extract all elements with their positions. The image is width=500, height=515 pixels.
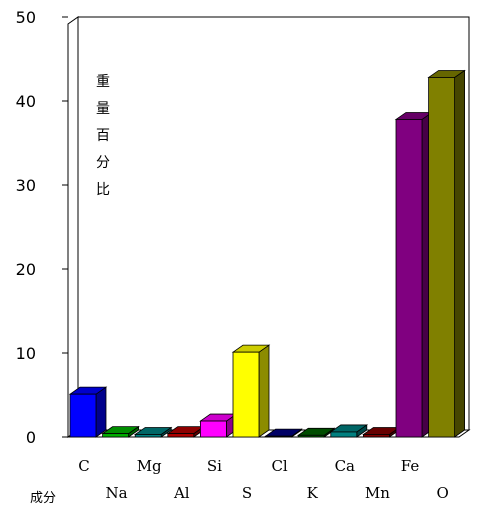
y-tick-label: 10	[16, 344, 36, 363]
x-tick-label-Mn: Mn	[365, 484, 390, 502]
x-tick-label-Ca: Ca	[335, 457, 355, 475]
x-tick-label-Fe: Fe	[401, 457, 420, 475]
x-axis-ticks: C Na Mg Al Si S Cl K Ca Mn Fe O	[78, 457, 448, 502]
y-axis-ticks: 0 10 20 30 40 50	[16, 8, 68, 447]
y-tick-label: 50	[16, 8, 36, 27]
bar-Na	[101, 425, 140, 438]
y-tick-label: 20	[16, 260, 36, 279]
x-tick-label-Al: Al	[173, 484, 190, 502]
bar-Ca	[329, 424, 369, 438]
y-tick-label: 30	[16, 176, 36, 195]
bar-Cl	[264, 428, 303, 438]
left-wall	[67, 16, 79, 438]
y-axis-label: 重量百分比	[96, 74, 110, 198]
bar-S	[231, 344, 271, 438]
bars	[68, 69, 466, 438]
x-tick-label-C: C	[78, 457, 89, 475]
x-tick-label-Si: Si	[207, 457, 222, 475]
x-tick-label-S: S	[242, 484, 252, 502]
bar-Si	[199, 413, 238, 438]
bar-C	[68, 386, 108, 438]
x-tick-label-K: K	[307, 484, 319, 502]
bar-K	[296, 427, 336, 438]
y-tick-label: 0	[26, 428, 36, 447]
bar-O	[427, 69, 466, 438]
x-tick-label-O: O	[436, 484, 448, 502]
y-tick-label: 40	[16, 92, 36, 111]
x-tick-label-Na: Na	[106, 484, 128, 502]
bar-Mg	[133, 426, 173, 438]
x-tick-label-Cl: Cl	[271, 457, 287, 475]
chart-frame	[66, 16, 471, 438]
x-axis-label: 成分	[30, 491, 56, 506]
x-tick-label-Mg: Mg	[137, 457, 162, 475]
bar-Fe	[394, 111, 434, 438]
